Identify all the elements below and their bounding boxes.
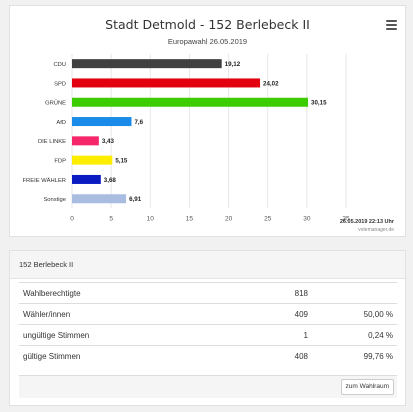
x-tick-label: 15: [186, 215, 194, 222]
data-label: 30,15: [311, 100, 327, 107]
row-count: 818: [238, 282, 310, 304]
bar: [72, 117, 132, 127]
data-label: 5,15: [115, 157, 128, 164]
x-tick-label: 25: [264, 215, 272, 222]
x-tick-label: 20: [225, 215, 233, 222]
data-label: 19,12: [225, 61, 241, 68]
data-label: 7,6: [134, 119, 143, 126]
row-percent: [310, 282, 397, 304]
bar: [72, 97, 309, 107]
row-label: gültige Stimmen: [19, 345, 238, 366]
x-tick-label: 10: [147, 215, 155, 222]
bar: [72, 155, 113, 165]
row-count: 409: [238, 303, 310, 325]
results-table: Wahlberechtigte 818 Wähler/innen 409 50,…: [19, 282, 397, 366]
data-label: 3,43: [102, 138, 115, 145]
bar: [72, 59, 222, 69]
data-label: 24,02: [263, 80, 279, 87]
x-tick-label: 0: [70, 215, 74, 222]
category-label: CDU: [53, 62, 66, 68]
row-percent: 0,24 %: [310, 324, 397, 346]
category-label: SPD: [54, 81, 66, 87]
row-count: 408: [238, 345, 310, 366]
chart-timestamp: 26.05.2019 22:13 Uhr: [339, 219, 394, 225]
bar: [72, 136, 99, 146]
x-tick-label: 5: [109, 215, 113, 222]
category-label: FREIE WÄHLER: [23, 177, 66, 184]
bar-chart: 0 5 10 15 20 25 30 35 CDU 19,12 SPD 24,02 GRÜNE 30,15…: [23, 54, 350, 222]
bar: [72, 174, 101, 184]
row-count: 1: [238, 324, 310, 346]
table-row: Wahlberechtigte 818: [19, 282, 397, 304]
bar: [72, 194, 127, 204]
polling-station-button[interactable]: zum Wahlraum: [340, 379, 394, 395]
data-label: 3,68: [104, 177, 117, 184]
row-label: Wahlberechtigte: [19, 282, 238, 304]
chart-subtitle: Europawahl 26.05.2019: [167, 37, 248, 46]
row-label: Wähler/innen: [19, 303, 238, 325]
table-row: Wähler/innen 409 50,00 %: [19, 303, 397, 325]
table-row: gültige Stimmen 408 99,76 %: [19, 345, 397, 366]
data-label: 6,91: [129, 196, 142, 203]
chart-credit: votemanager.de: [358, 227, 394, 233]
panel-header: 152 Berlebeck II: [10, 251, 405, 279]
x-tick-label: 30: [303, 215, 311, 222]
row-percent: 50,00 %: [310, 303, 397, 325]
chart-panel: Stadt Detmold - 152 Berlebeck II Europaw…: [9, 5, 406, 237]
table-row: ungültige Stimmen 1 0,24 %: [19, 324, 397, 346]
bar: [72, 78, 261, 88]
row-label: ungültige Stimmen: [19, 324, 238, 346]
results-panel: 152 Berlebeck II Wahlberechtigte 818 Wäh…: [9, 250, 406, 406]
row-percent: 99,76 %: [310, 345, 397, 366]
chart-title: Stadt Detmold - 152 Berlebeck II: [105, 17, 310, 32]
x-tick-label: 35: [342, 215, 350, 222]
category-label: Sonstige: [43, 197, 66, 203]
category-label: DIE LINKE: [38, 139, 66, 145]
category-label: FDP: [54, 158, 66, 164]
category-label: AfD: [56, 120, 66, 126]
table-footer: zum Wahlraum: [19, 375, 397, 398]
category-label: GRÜNE: [45, 100, 66, 107]
hamburger-menu-icon[interactable]: [386, 20, 397, 30]
